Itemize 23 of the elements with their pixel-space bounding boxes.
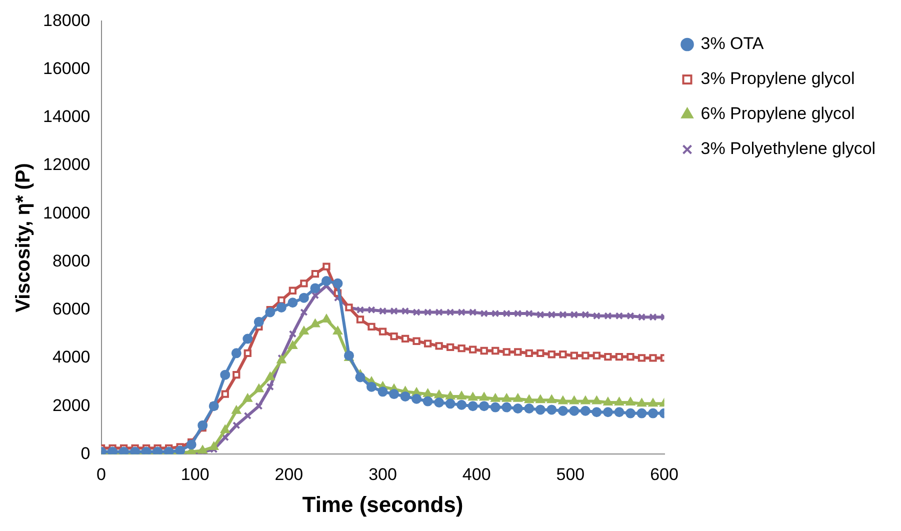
x-tick-label: 300	[368, 465, 397, 484]
legend-label: 3% Propylene glycol	[700, 69, 855, 88]
y-tick-label: 10000	[42, 203, 90, 222]
x-tick-label: 100	[180, 465, 210, 484]
x-tick-label: 400	[462, 465, 491, 484]
y-tick-label: 18000	[42, 10, 90, 30]
x-tick-label: 600	[650, 465, 678, 484]
y-tick-label: 12000	[42, 155, 90, 174]
y-tick-label: 16000	[42, 59, 90, 78]
y-tick-label: 2000	[52, 396, 90, 415]
x-tick-label: 0	[96, 465, 106, 484]
legend-label: 3% Polyethylene glycol	[700, 139, 876, 158]
y-axis-title: Viscosity, η* (P)	[12, 163, 35, 312]
y-tick-label: 0	[80, 444, 90, 463]
y-tick-label: 6000	[52, 300, 90, 319]
legend-label: 3% OTA	[700, 34, 764, 54]
x-tick-label: 200	[274, 465, 304, 484]
x-tick-label: 500	[556, 465, 585, 484]
legend-label: 6% Propylene glycol	[700, 104, 855, 124]
x-axis-title: Time (seconds)	[302, 492, 464, 517]
y-tick-label: 8000	[52, 251, 90, 270]
y-tick-label: 14000	[42, 107, 90, 126]
y-tick-label: 4000	[52, 348, 90, 367]
